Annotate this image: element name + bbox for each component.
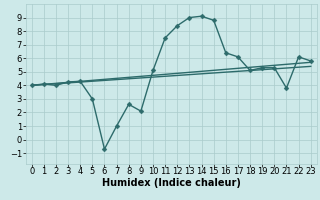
X-axis label: Humidex (Indice chaleur): Humidex (Indice chaleur) [102, 178, 241, 188]
